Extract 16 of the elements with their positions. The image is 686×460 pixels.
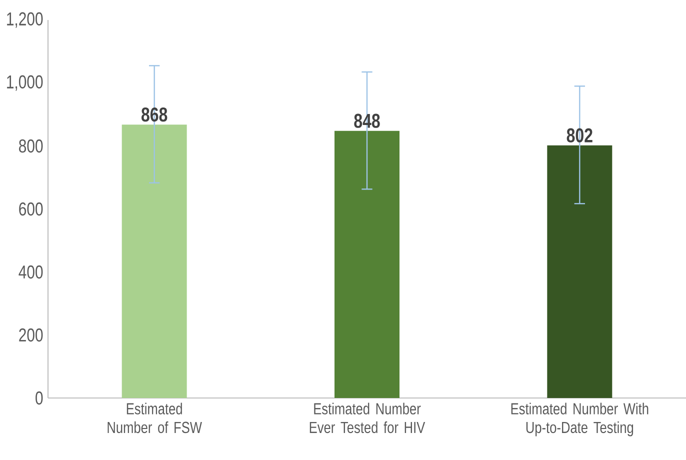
y-tick-label: 800	[19, 139, 43, 153]
bar	[122, 124, 187, 398]
y-tick-label: 400	[18, 265, 43, 279]
x-tick-label: Estimated Number With Up-to-Date Testing	[511, 402, 648, 436]
x-tick-label: Estimated Number Ever Tested for HIV	[310, 402, 426, 434]
data-label: 868	[141, 107, 168, 122]
data-label: 848	[354, 114, 380, 128]
y-tick-label: 600	[19, 202, 43, 216]
bar	[547, 145, 612, 398]
data-label: 802	[566, 128, 592, 142]
y-tick-label: 1,000	[7, 75, 43, 91]
y-tick-label: 1,200	[7, 12, 43, 28]
y-tick-label: 0	[36, 391, 43, 405]
y-tick-label: 200	[19, 328, 43, 342]
bar	[334, 130, 400, 398]
x-tick-label: Estimated Number of FSW	[108, 402, 202, 434]
